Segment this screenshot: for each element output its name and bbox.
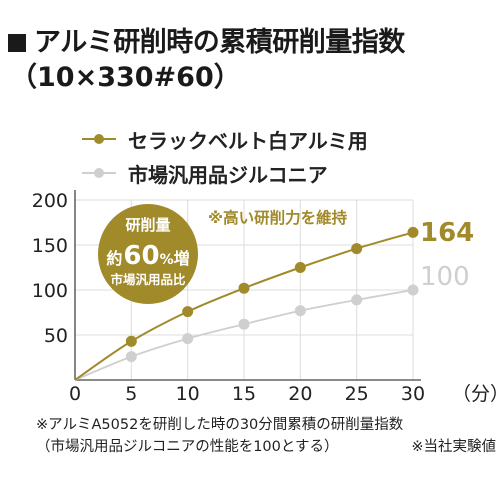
title-line1: アルミ研削時の累積研削量指数 xyxy=(34,27,405,58)
legend-item-gold: セラックベルト白アルミ用 xyxy=(82,122,368,156)
legend-swatch-gold xyxy=(82,129,116,149)
data-point-gold xyxy=(238,282,250,294)
footnote-line2-left: （市場汎用品ジルコニアの性能を100とする） xyxy=(36,439,339,455)
badge-line1: 研削量 xyxy=(125,216,170,234)
data-point-gold xyxy=(182,306,194,318)
axis-layer: 50 100 150 200 0 5 10 15 20 25 30 （分） xyxy=(32,190,500,405)
legend-item-gray: 市場汎用品ジルコニア xyxy=(82,156,368,190)
data-point-gold xyxy=(351,243,363,255)
footnote-line2-right: ※当社実験値 xyxy=(411,439,496,455)
y-tick-label: 50 xyxy=(44,325,68,347)
x-axis-label: （分） xyxy=(452,383,500,405)
x-tick-label: 5 xyxy=(125,383,137,405)
y-tick-label: 100 xyxy=(32,280,68,302)
title-line2: （10×330#60） xyxy=(10,62,241,93)
badge-line2-value: 60 xyxy=(123,241,159,271)
legend-label-gold: セラックベルト白アルミ用 xyxy=(128,128,368,153)
footnote-row2: （市場汎用品ジルコニアの性能を100とする） ※当社実験値 xyxy=(36,436,496,458)
badge: 研削量 約60%増 市場汎用品比 xyxy=(98,204,198,304)
legend-dot-gold xyxy=(94,134,104,144)
series-layer xyxy=(74,226,419,381)
x-tick-label: 25 xyxy=(345,383,369,405)
footnotes: ※アルミA5052を研削した時の30分間累積の研削量指数 （市場汎用品ジルコニア… xyxy=(36,414,496,458)
title-square-icon xyxy=(8,34,26,52)
x-tick-label: 15 xyxy=(232,383,256,405)
data-point-gray xyxy=(238,318,250,330)
data-point-gray xyxy=(351,294,363,306)
x-tick-label: 30 xyxy=(401,383,425,405)
footnote-line1: ※アルミA5052を研削した時の30分間累積の研削量指数 xyxy=(36,417,404,433)
end-label-gray: 100 xyxy=(420,262,470,292)
data-point-gray xyxy=(407,284,419,296)
data-point-gold xyxy=(294,262,306,273)
badge-line3: 市場汎用品比 xyxy=(110,272,186,287)
badge-line2-unit: % xyxy=(160,252,174,268)
data-point-gray xyxy=(125,351,137,363)
callout-text: ※高い研削力を維持 xyxy=(208,208,348,227)
y-tick-label: 200 xyxy=(32,190,68,212)
title-block: アルミ研削時の累積研削量指数 （10×330#60） xyxy=(6,26,405,96)
badge-line2-suffix: 増 xyxy=(174,249,190,268)
x-tick-label: 20 xyxy=(288,383,312,405)
end-label-gold: 164 xyxy=(420,218,474,248)
badge-circle xyxy=(98,204,198,304)
title-line1-row: アルミ研削時の累積研削量指数 xyxy=(6,26,405,60)
legend-label-gray: 市場汎用品ジルコニア xyxy=(128,162,328,187)
data-point-gray xyxy=(294,305,306,317)
data-point-gold xyxy=(407,226,419,238)
y-tick-label: 150 xyxy=(32,235,68,257)
legend-swatch-gray xyxy=(82,163,116,183)
badge-line2-prefix: 約 xyxy=(106,249,122,268)
data-point-gray xyxy=(182,333,194,345)
legend-dot-gray xyxy=(94,168,104,178)
x-tick-label: 10 xyxy=(176,383,200,405)
x-tick-label: 0 xyxy=(69,383,81,405)
legend: セラックベルト白アルミ用 市場汎用品ジルコニア xyxy=(82,122,368,190)
badge-line2: 約60%増 xyxy=(106,241,189,271)
data-point-gold xyxy=(125,335,137,347)
